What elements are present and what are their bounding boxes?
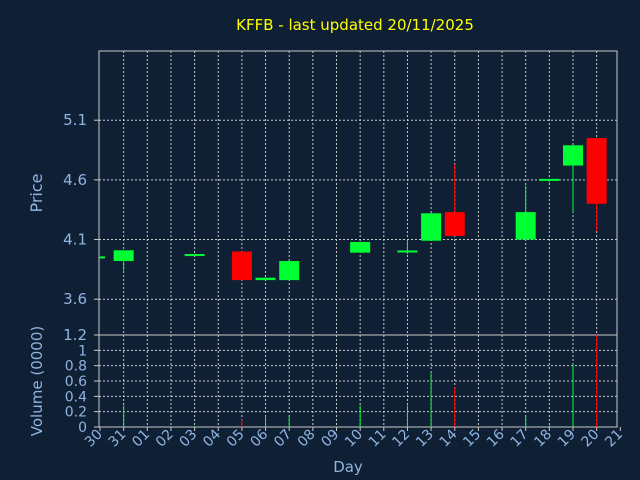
volume-grid xyxy=(99,335,617,427)
price-y-axis-label: Price xyxy=(27,173,46,212)
x-tick-label: 06 xyxy=(247,426,271,450)
candle-body xyxy=(563,145,583,166)
x-tick-label: 11 xyxy=(366,427,390,451)
x-tick-label: 12 xyxy=(389,427,413,451)
volume-y-tick-label: 1.2 xyxy=(63,326,87,344)
volume-y-tick-label: 0.4 xyxy=(65,389,87,405)
x-tick-label: 05 xyxy=(224,427,248,451)
x-tick-label: 20 xyxy=(579,427,603,451)
volume-y-tick-label: 0 xyxy=(78,420,87,436)
x-tick-label: 16 xyxy=(484,426,508,450)
candle-body xyxy=(397,250,418,253)
volume-y-axis-label: Volume (0000) xyxy=(28,326,46,436)
candle-body xyxy=(279,261,300,281)
x-axis-label: Day xyxy=(333,458,363,476)
x-tick-label: 10 xyxy=(342,427,366,451)
price-panel-frame xyxy=(98,50,618,336)
x-tick-label: 18 xyxy=(531,427,555,451)
volume-y-tick-label: 0.2 xyxy=(65,405,87,421)
candle-body xyxy=(515,212,536,240)
volume-y-tick-label: 0.8 xyxy=(65,359,87,375)
candle-body xyxy=(421,213,442,241)
chart-title: KFFB - last updated 20/11/2025 xyxy=(236,16,474,34)
x-tick-label: 15 xyxy=(460,427,484,451)
x-tick-label: 01 xyxy=(129,427,153,451)
volume-panel: 00.20.40.60.811.2 Volume (0000) xyxy=(28,326,618,436)
candle-body xyxy=(444,212,465,236)
volume-y-tick-labels: 00.20.40.60.811.2 xyxy=(63,326,99,436)
price-y-tick-labels: 3.6 4.1 4.6 5.1 xyxy=(63,111,99,308)
price-y-tick-label: 5.1 xyxy=(63,111,87,129)
volume-bars xyxy=(123,335,598,427)
volume-y-tick-label: 1 xyxy=(78,343,87,359)
price-grid xyxy=(99,51,617,335)
candle-body xyxy=(255,277,276,281)
x-tick-label: 19 xyxy=(555,427,579,451)
price-y-tick-label: 4.6 xyxy=(63,171,87,189)
x-tick-label: 02 xyxy=(153,427,177,451)
candles xyxy=(99,138,607,281)
x-tick-label: 08 xyxy=(295,427,319,451)
x-tick-label: 21 xyxy=(602,427,626,451)
volume-y-tick-label: 0.6 xyxy=(65,374,87,390)
candle-body xyxy=(113,250,134,262)
x-tick-label: 07 xyxy=(271,427,295,451)
candle-body xyxy=(539,178,560,181)
x-tick-label: 17 xyxy=(508,427,532,451)
candle-body xyxy=(231,251,252,281)
x-tick-labels: 30 31 01 02 03 04 05 06 07 08 09 10 11 12 13 14 15 16 17 18… xyxy=(82,426,626,450)
price-panel: 3.6 4.1 4.6 5.1 Price xyxy=(27,50,618,336)
price-y-tick-label: 3.6 xyxy=(63,290,87,308)
candle-body xyxy=(184,254,205,257)
x-tick-label: 13 xyxy=(413,427,437,451)
x-tick-label: 14 xyxy=(437,426,461,450)
x-tick-label: 04 xyxy=(200,426,224,450)
x-tick-label: 09 xyxy=(318,427,342,451)
candle-body xyxy=(586,138,607,204)
price-y-tick-label: 4.1 xyxy=(63,231,87,249)
candle-body xyxy=(99,256,105,259)
candle-body xyxy=(350,241,371,253)
x-tick-label: 31 xyxy=(106,427,130,451)
x-tick-label: 03 xyxy=(177,427,201,451)
